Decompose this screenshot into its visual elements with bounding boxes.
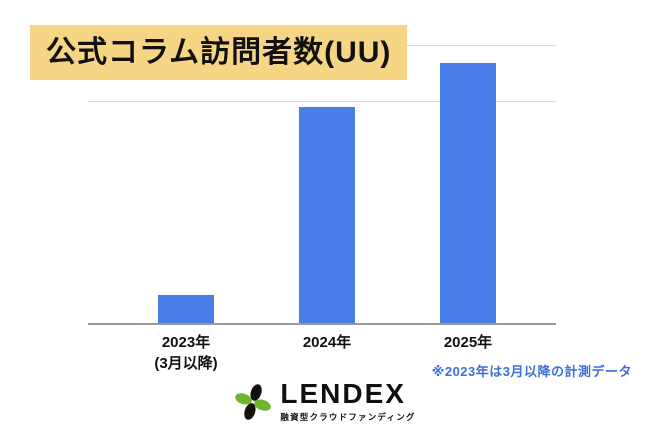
horizontal-gridline [88, 101, 556, 102]
pinwheel-leaf-icon [235, 383, 272, 420]
x-axis-label-2025: 2025年 [444, 332, 492, 353]
bar-2025 [440, 62, 496, 323]
footnote: ※2023年は3月以降の計測データ [431, 364, 632, 379]
x-label-line: 2025年 [443, 334, 493, 351]
chart-title: 公式コラム訪問者数(UU) [30, 25, 408, 80]
bar-2024 [299, 106, 355, 323]
x-axis-label-2024: 2024年 [303, 332, 351, 353]
logo-wordmark: LENDEX [280, 378, 406, 409]
x-label-line: 2024年 [302, 334, 352, 351]
x-label-subline: (3月以降) [154, 355, 218, 372]
bar-2023 [158, 295, 214, 323]
bar-group-2025: 2025年 [440, 46, 496, 351]
lendex-logo: LENDEX 融資型クラウドファンディング [0, 380, 650, 423]
x-axis-label-2023: 2023年 (3月以降) [154, 332, 217, 374]
bar-group-2024: 2024年 [299, 46, 355, 351]
logo-tagline: 融資型クラウドファンディング [280, 412, 416, 422]
x-label-line: 2023年 [161, 334, 211, 351]
logo-text-block: LENDEX 融資型クラウドファンディング [280, 380, 415, 423]
bar-chart-plot-area: 2023年 (3月以降) 2024年 2025年 [88, 45, 556, 372]
bar-group-2023: 2023年 (3月以降) [154, 46, 218, 372]
